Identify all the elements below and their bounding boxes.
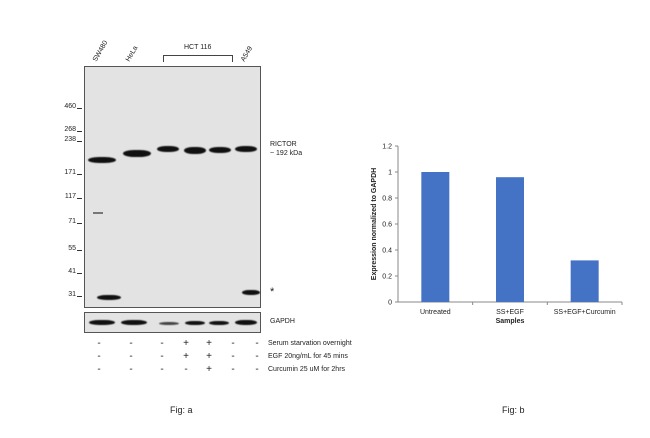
marker-71: 71 [68, 218, 76, 225]
treatment-mark: - [184, 364, 188, 375]
chart-labels: 0 0.2 0.4 0.6 0.8 1 1.2 Untreated SS+EGF SS+EGF+C… [371, 144, 616, 326]
bar-1 [496, 177, 524, 302]
gapdh-band [121, 320, 147, 325]
treatment-mark: - [97, 351, 101, 362]
y-tick-label: 0.8 [382, 196, 392, 203]
treatment-label-egf: EGF 20ng/mL for 45 mins [268, 353, 348, 360]
gapdh-blot [84, 312, 261, 333]
y-tick-label: 0.4 [382, 248, 392, 255]
asterisk-label: * [270, 286, 275, 298]
band-sw480-low [97, 295, 121, 300]
marker-460: 460 [64, 103, 76, 110]
treatment-mark: + [183, 351, 189, 362]
gapdh-band [159, 322, 179, 325]
lane-label-sw480: SW480 [91, 39, 110, 63]
marker-tick [77, 250, 82, 251]
y-tick-label: 0.2 [382, 274, 392, 281]
gapdh-band [235, 320, 257, 325]
treatment-mark: + [183, 338, 189, 349]
marker-tick [77, 198, 82, 199]
marker-31: 31 [68, 291, 76, 298]
marker-tick [77, 108, 82, 109]
band-a549-low [242, 290, 260, 295]
y-axis-title: Expression normalized to GAPDH [371, 168, 378, 280]
figure-b-caption: Fig: b [502, 405, 525, 415]
marker-tick [77, 223, 82, 224]
treatment-mark: - [160, 338, 164, 349]
faint-band [93, 212, 103, 214]
treatment-mark: - [255, 351, 259, 362]
treatment-mark: - [97, 364, 101, 375]
y-tick-label: 1.2 [382, 144, 392, 151]
marker-41: 41 [68, 268, 76, 275]
band-sw480 [88, 157, 116, 163]
treatment-mark: - [231, 338, 235, 349]
marker-268: 268 [64, 126, 76, 133]
chart-bars [421, 172, 599, 302]
marker-tick [77, 131, 82, 132]
treatment-mark: + [206, 364, 212, 375]
band-lane4 [184, 147, 206, 154]
treatment-mark: - [129, 338, 133, 349]
gapdh-label: GAPDH [270, 318, 295, 325]
rictor-label: RICTOR [270, 141, 297, 148]
bar-2 [570, 260, 599, 302]
marker-117: 117 [64, 193, 76, 200]
treatment-label-curcumin: Curcumin 25 uM for 2hrs [268, 366, 346, 373]
treatment-mark: - [231, 351, 235, 362]
treatment-mark: + [206, 351, 212, 362]
gapdh-band [185, 321, 205, 325]
expression-bar-chart: 0 0.2 0.4 0.6 0.8 1 1.2 Untreated SS+EGF SS+EGF+C… [371, 144, 623, 326]
treatment-mark: - [160, 364, 164, 375]
figure-a-caption: Fig: a [170, 405, 193, 415]
rictor-kda-label: ~ 192 kDa [270, 150, 303, 157]
marker-55: 55 [68, 245, 76, 252]
lane-label-hct116: HCT 116 [184, 44, 212, 51]
band-lane3 [157, 146, 179, 152]
x-tick-label: SS+EGF+Curcumin [554, 309, 616, 316]
treatment-mark: - [255, 338, 259, 349]
bar-0 [421, 172, 450, 302]
y-tick-label: 1 [388, 170, 392, 177]
lane-label-hela: HeLa [124, 45, 140, 63]
gapdh-band [89, 320, 115, 325]
y-tick-label: 0 [388, 300, 392, 307]
hct116-bracket [163, 55, 233, 62]
treatment-mark: - [97, 338, 101, 349]
treatment-mark: - [255, 364, 259, 375]
treatment-mark: - [231, 364, 235, 375]
marker-tick [77, 141, 82, 142]
treatment-label-serum: Serum starvation overnight [268, 340, 352, 347]
marker-tick [77, 273, 82, 274]
treatment-mark: - [129, 364, 133, 375]
rictor-blot [84, 66, 261, 308]
marker-tick [77, 174, 82, 175]
band-lane6 [235, 146, 257, 152]
band-hela [123, 150, 151, 157]
lane-label-a549: A549 [239, 45, 255, 63]
treatment-mark: - [129, 351, 133, 362]
marker-238: 238 [64, 136, 76, 143]
marker-tick [77, 296, 82, 297]
gapdh-band [209, 321, 229, 325]
band-lane5 [209, 147, 231, 153]
treatment-mark: - [160, 351, 164, 362]
y-tick-label: 0.6 [382, 222, 392, 229]
x-axis-title: Samples [496, 318, 525, 325]
treatment-mark: + [206, 338, 212, 349]
x-tick-label: SS+EGF [496, 309, 524, 316]
marker-171: 171 [64, 169, 76, 176]
x-tick-label: Untreated [420, 309, 451, 316]
